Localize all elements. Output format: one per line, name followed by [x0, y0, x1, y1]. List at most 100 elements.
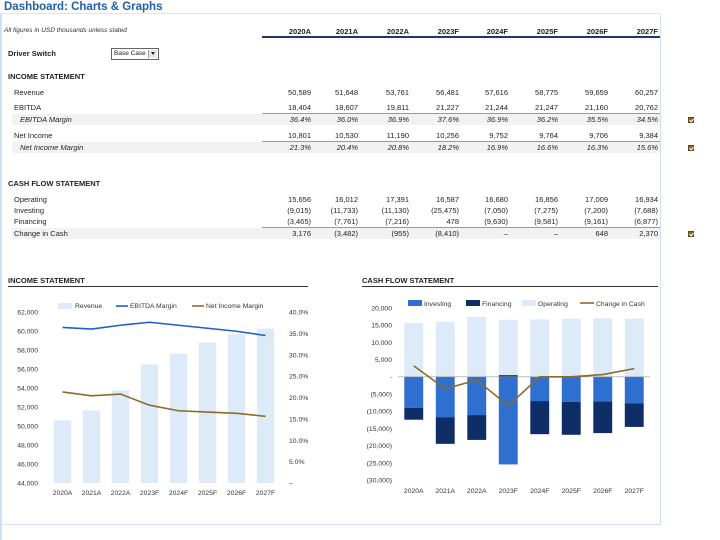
cell-value: 15.6% — [636, 143, 658, 152]
x-tick-label: 2027F — [256, 490, 275, 497]
operating-bar — [530, 319, 550, 377]
revenue-bar — [53, 420, 72, 483]
operating-bar — [624, 318, 644, 377]
legend-label-revenue: Revenue — [75, 303, 102, 310]
row-shade — [12, 228, 660, 239]
legend-label-investing: Investing — [424, 301, 451, 308]
financing-bar — [467, 415, 487, 440]
row-label: EBITDA Margin — [20, 115, 72, 124]
financing-bar — [404, 407, 424, 420]
cell-value: (7,761) — [334, 217, 358, 226]
cell-value: 17,009 — [585, 195, 608, 204]
row-rule — [262, 141, 660, 142]
cell-value: 10,530 — [335, 131, 358, 140]
cell-value: (9,161) — [584, 217, 608, 226]
x-tick-label: 2024F — [169, 490, 188, 497]
cell-value: 34.5% — [636, 115, 658, 124]
driver-switch-label: Driver Switch — [8, 49, 56, 58]
cell-value: 58,775 — [535, 88, 558, 97]
cell-value: 9,706 — [589, 131, 608, 140]
revenue-bar — [82, 410, 101, 483]
cell-value: 18,607 — [335, 103, 358, 112]
financing-bar — [498, 375, 518, 377]
y-tick-label: (10,000) — [367, 409, 392, 416]
investing-bar — [561, 376, 581, 402]
cell-value: 36.9% — [387, 115, 409, 124]
cell-value: 16,012 — [335, 195, 358, 204]
cell-value: 21.3% — [289, 143, 311, 152]
cell-value: (9,630) — [484, 217, 508, 226]
cell-value: 3,176 — [292, 229, 311, 238]
bottom-frame — [0, 524, 661, 525]
y-tick-label: 20,000 — [371, 306, 392, 313]
header-rule — [262, 36, 660, 38]
cell-value: 9,384 — [639, 131, 658, 140]
cell-value: 36.2% — [536, 115, 558, 124]
y2-tick-label: 5.0% — [289, 459, 305, 466]
y-tick-label: 52,000 — [17, 405, 38, 412]
x-tick-label: 2025F — [198, 490, 217, 497]
revenue-bar — [227, 334, 246, 483]
cashflow-heading: CASH FLOW STATEMENT — [8, 179, 101, 188]
driver-switch-select[interactable]: Base Case — [111, 48, 159, 60]
x-tick-label: 2026F — [593, 488, 612, 495]
income-chart-title: INCOME STATEMENT — [8, 276, 85, 285]
y-tick-label: (25,000) — [367, 460, 392, 467]
y-tick-label: 46,000 — [17, 462, 38, 469]
cell-value: (3,482) — [334, 229, 358, 238]
ebitda-margin-checkbox[interactable] — [688, 117, 694, 123]
cell-value: 21,227 — [436, 103, 459, 112]
row-label: Financing — [14, 217, 47, 226]
year-header: 2025F — [536, 27, 558, 36]
page-title: Dashboard: Charts & Graphs — [4, 1, 163, 13]
cell-value: (7,216) — [385, 217, 409, 226]
cell-value: 50,589 — [288, 88, 311, 97]
cell-value: 60,257 — [635, 88, 658, 97]
cell-value: (7,200) — [584, 206, 608, 215]
row-label: EBITDA — [14, 103, 42, 112]
title-bar: Dashboard: Charts & Graphs — [0, 0, 660, 14]
chevron-down-icon[interactable] — [148, 50, 157, 58]
cell-value: (7,050) — [484, 206, 508, 215]
income-chart-rule — [8, 286, 308, 287]
net-income-margin-checkbox[interactable] — [688, 145, 694, 151]
cell-value: 2,370 — [639, 229, 658, 238]
x-tick-label: 2021A — [82, 490, 102, 497]
row-label: Net Income — [14, 131, 53, 140]
cell-value: (7,688) — [634, 206, 658, 215]
y-tick-label: 48,000 — [17, 443, 38, 450]
cell-value: 16,680 — [485, 195, 508, 204]
y2-tick-label: 40.0% — [289, 310, 308, 317]
cell-value: 15,656 — [288, 195, 311, 204]
cell-value: 53,761 — [386, 88, 409, 97]
revenue-bar — [111, 390, 130, 483]
operating-bar — [467, 316, 487, 377]
financing-bar — [435, 417, 455, 444]
y-tick-label: 15,000 — [371, 323, 392, 330]
x-tick-label: 2023F — [499, 488, 518, 495]
x-tick-label: 2022A — [467, 488, 487, 495]
investing-bar — [467, 376, 487, 416]
year-header: 2023F — [437, 27, 459, 36]
y2-tick-label: 15.0% — [289, 416, 308, 423]
y-tick-label: 10,000 — [371, 340, 392, 347]
legend-swatch-financing — [466, 300, 480, 306]
y-tick-label: 54,000 — [17, 386, 38, 393]
cell-value: 16.3% — [586, 143, 608, 152]
year-header: 2027F — [636, 27, 658, 36]
cell-value: 19,811 — [386, 103, 409, 112]
cell-value: 16,934 — [635, 195, 658, 204]
y2-tick-label: 35.0% — [289, 331, 308, 338]
x-tick-label: 2027F — [625, 488, 644, 495]
y2-tick-label: 30.0% — [289, 352, 308, 359]
legend-label-operating: Operating — [538, 301, 568, 308]
cell-value: 18,404 — [288, 103, 311, 112]
cell-value: 56,481 — [436, 88, 459, 97]
legend-swatch-operating — [522, 300, 536, 306]
operating-bar — [593, 318, 613, 377]
legend-label-financing: Financing — [482, 301, 512, 308]
cell-value: 16,587 — [436, 195, 459, 204]
investing-bar — [498, 376, 518, 465]
revenue-bar — [256, 328, 275, 483]
change-in-cash-checkbox[interactable] — [688, 231, 694, 237]
